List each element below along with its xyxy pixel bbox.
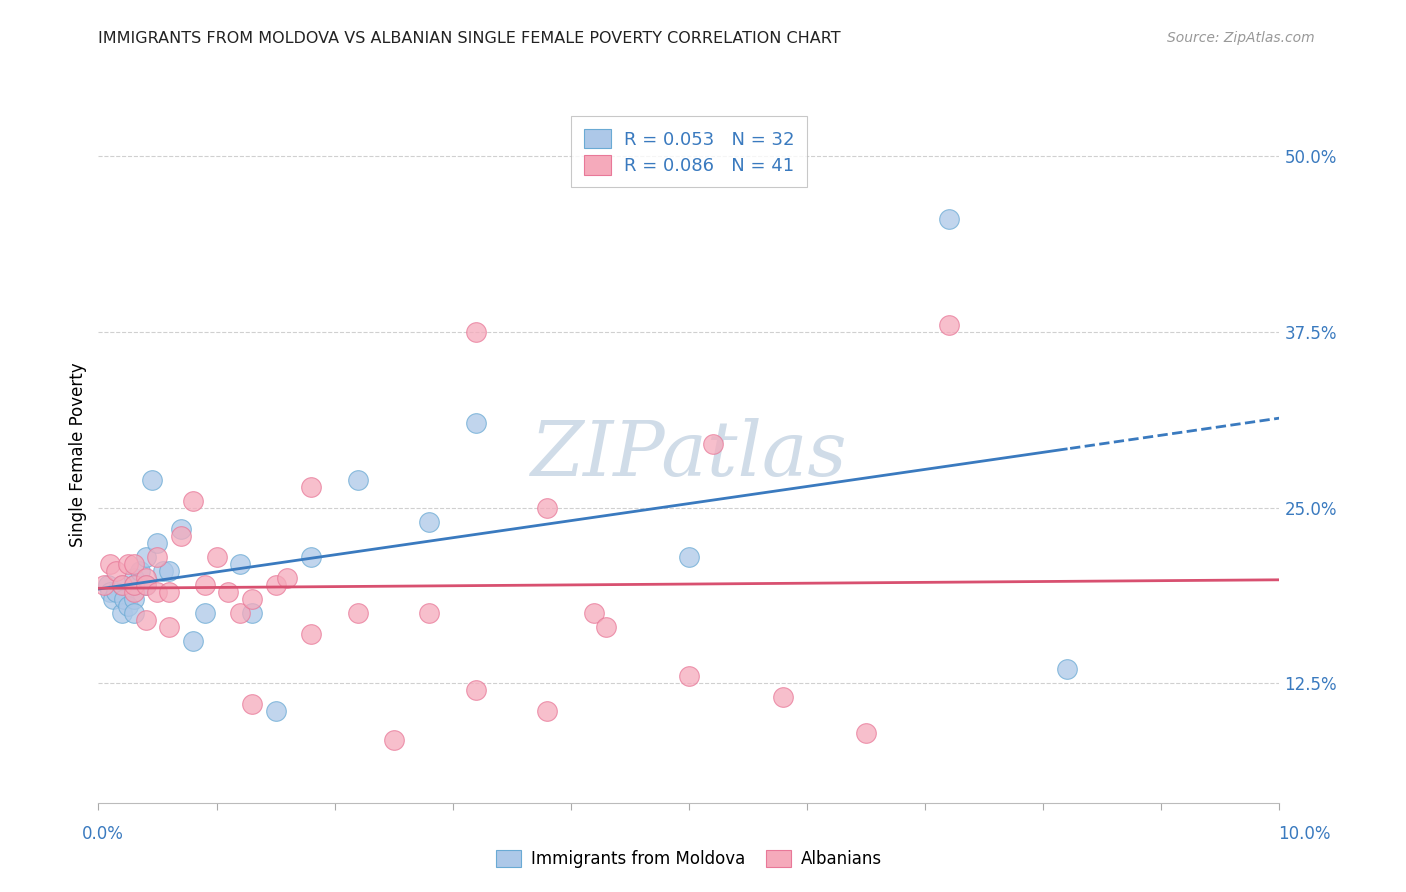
Point xyxy=(702,437,724,451)
Point xyxy=(146,585,169,599)
Point xyxy=(194,606,217,620)
Point xyxy=(111,578,134,592)
Point xyxy=(101,592,124,607)
Text: IMMIGRANTS FROM MOLDOVA VS ALBANIAN SINGLE FEMALE POVERTY CORRELATION CHART: IMMIGRANTS FROM MOLDOVA VS ALBANIAN SING… xyxy=(98,31,841,46)
Point xyxy=(194,578,217,592)
Point xyxy=(181,634,204,648)
Point xyxy=(465,683,488,698)
Point xyxy=(264,705,287,719)
Point xyxy=(240,592,263,607)
Point xyxy=(135,549,157,564)
Point xyxy=(112,592,135,607)
Point xyxy=(217,585,239,599)
Point xyxy=(117,599,139,613)
Point xyxy=(299,479,322,493)
Point xyxy=(141,473,163,487)
Point xyxy=(105,585,128,599)
Point xyxy=(299,549,322,564)
Legend: Immigrants from Moldova, Albanians: Immigrants from Moldova, Albanians xyxy=(489,843,889,874)
Point xyxy=(264,578,287,592)
Point xyxy=(240,698,263,712)
Point xyxy=(465,417,488,431)
Point xyxy=(157,564,180,578)
Point xyxy=(240,606,263,620)
Point xyxy=(772,690,794,705)
Point xyxy=(382,732,405,747)
Point xyxy=(418,515,440,529)
Text: 10.0%: 10.0% xyxy=(1278,825,1331,843)
Point xyxy=(122,592,145,607)
Point xyxy=(122,578,145,592)
Point xyxy=(98,557,121,571)
Point xyxy=(122,585,145,599)
Text: 0.0%: 0.0% xyxy=(82,825,124,843)
Point xyxy=(146,535,169,549)
Point xyxy=(128,564,150,578)
Point xyxy=(299,627,322,641)
Point xyxy=(117,557,139,571)
Point xyxy=(229,557,252,571)
Point xyxy=(157,620,180,634)
Point xyxy=(105,564,128,578)
Point xyxy=(93,578,115,592)
Point xyxy=(146,549,169,564)
Point xyxy=(229,606,252,620)
Point xyxy=(347,606,370,620)
Text: ZIPatlas: ZIPatlas xyxy=(530,418,848,491)
Point xyxy=(135,613,157,627)
Point xyxy=(111,578,134,592)
Point xyxy=(97,578,120,592)
Point xyxy=(595,620,617,634)
Point xyxy=(536,705,558,719)
Point xyxy=(152,564,174,578)
Point xyxy=(122,571,145,585)
Point xyxy=(678,549,700,564)
Y-axis label: Single Female Poverty: Single Female Poverty xyxy=(69,363,87,547)
Point xyxy=(418,606,440,620)
Point xyxy=(122,557,145,571)
Text: Source: ZipAtlas.com: Source: ZipAtlas.com xyxy=(1167,31,1315,45)
Point xyxy=(536,500,558,515)
Point xyxy=(347,473,370,487)
Point xyxy=(678,669,700,683)
Point xyxy=(855,725,877,739)
Point xyxy=(98,585,121,599)
Point xyxy=(122,606,145,620)
Point xyxy=(583,606,606,620)
Point xyxy=(170,522,193,536)
Point xyxy=(465,325,488,339)
Point xyxy=(276,571,298,585)
Point xyxy=(111,606,134,620)
Point xyxy=(181,493,204,508)
Point xyxy=(938,318,960,332)
Point xyxy=(135,578,157,592)
Point xyxy=(135,578,157,592)
Point xyxy=(1056,662,1078,676)
Point xyxy=(122,578,145,592)
Point xyxy=(938,212,960,227)
Point xyxy=(205,549,228,564)
Point xyxy=(157,585,180,599)
Point xyxy=(135,571,157,585)
Point xyxy=(170,529,193,543)
